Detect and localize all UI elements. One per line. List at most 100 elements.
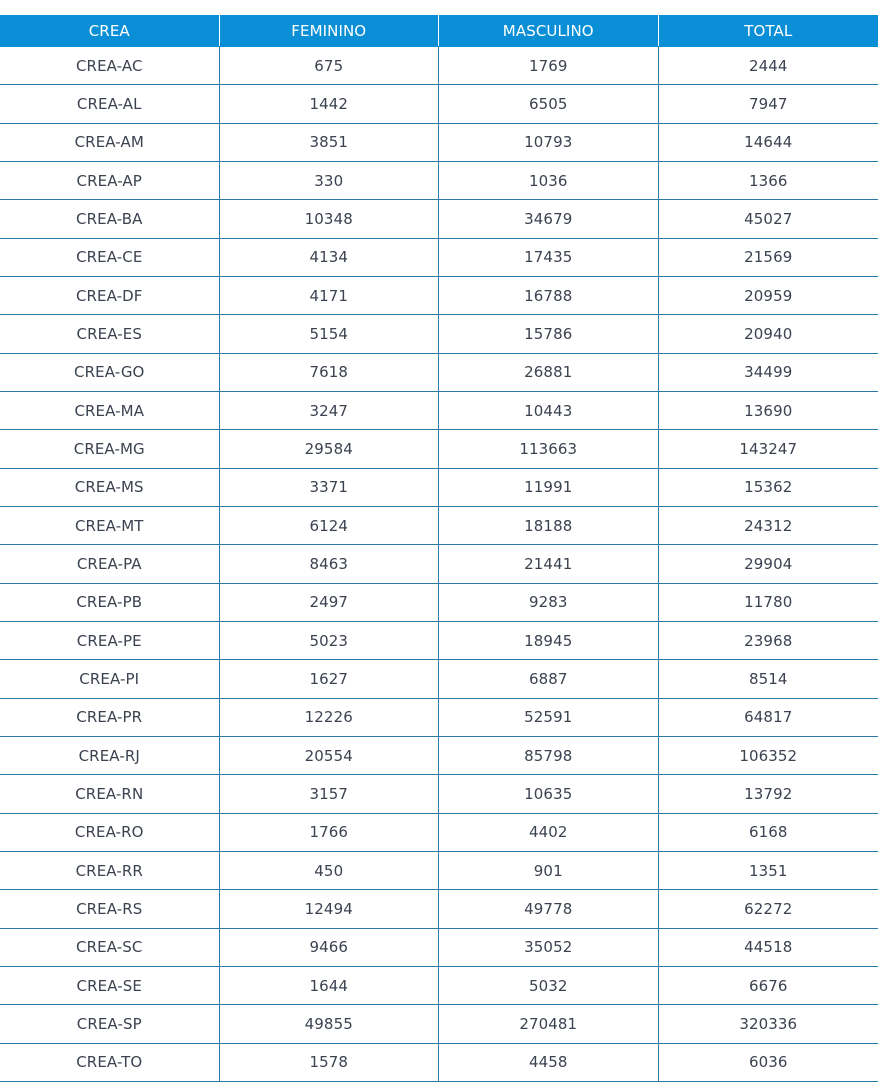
table-header-row: CREA FEMININO MASCULINO TOTAL [0,15,878,47]
cell-masculino: 1036 [439,161,659,200]
crea-table: CREA FEMININO MASCULINO TOTAL CREA-AC 675… [0,15,878,1082]
cell-masculino: 18188 [439,506,659,545]
cell-feminino: 450 [220,851,439,890]
cell-crea: CREA-MT [0,506,220,545]
cell-feminino: 12494 [220,890,439,928]
cell-total: 21569 [744,248,793,267]
cell-total: 24312 [744,516,793,535]
cell-crea: CREA-MA [0,391,220,430]
table-row: CREA-BA 10348 34679 45027 [0,200,878,239]
cell-feminino: 12226 [220,698,439,736]
cell-crea: CREA-ES [0,315,220,353]
table-row: CREA-ES 5154 15786 20940 [0,315,878,354]
cell-crea: CREA-BA [0,200,220,238]
cell-crea: CREA-PE [0,621,220,660]
cell-masculino: 9283 [439,583,659,621]
table-row: CREA-RO 1766 4402 6168 [0,813,878,852]
cell-total: 13792 [744,784,793,803]
cell-feminino: 1442 [220,85,439,123]
cell-total: 20940 [744,324,793,343]
cell-total: 8514 [748,669,788,688]
cell-crea: CREA-AL [0,85,220,123]
cell-feminino: 3157 [220,775,439,813]
cell-feminino: 2497 [220,583,439,621]
table-row: CREA-AP 330 1036 1366 [0,161,878,201]
cell-feminino: 5023 [220,621,439,660]
cell-masculino: 21441 [439,545,659,583]
cell-feminino: 6124 [220,506,439,545]
cell-feminino: 1627 [220,660,439,698]
cell-feminino: 1766 [220,813,439,851]
table-row: CREA-AL 1442 6505 7947 [0,85,878,124]
table-body: CREA-AC 675 1769 2444 CREA-AL 1442 6505 7947 CRE… [0,47,878,1082]
cell-total: 34499 [744,363,793,382]
cell-crea: CREA-SE [0,966,220,1005]
table-row: CREA-MG 29584 113663 143247 [0,430,878,469]
cell-feminino: 3851 [220,123,439,161]
cell-feminino: 20554 [220,736,439,775]
cell-total: 23968 [744,631,793,650]
cell-crea: CREA-RR [0,851,220,890]
cell-total: 11780 [744,593,793,612]
cell-crea: CREA-DF [0,276,220,315]
cell-total: 320336 [739,1014,798,1033]
cell-masculino: 85798 [439,736,659,775]
cell-crea: CREA-RN [0,775,220,813]
cell-feminino: 29584 [220,430,439,468]
cell-feminino: 10348 [220,200,439,238]
cell-total: 15362 [744,478,793,497]
cell-crea: CREA-RJ [0,736,220,775]
table-row: CREA-GO 7618 26881 34499 [0,353,878,392]
table-row: CREA-SP 49855 270481 320336 [0,1005,878,1044]
cell-feminino: 9466 [220,928,439,966]
cell-crea: CREA-AP [0,161,220,200]
table-row: CREA-AM 3851 10793 14644 [0,123,878,162]
cell-crea: CREA-TO [0,1043,220,1081]
cell-crea: CREA-PI [0,660,220,698]
cell-feminino: 1644 [220,966,439,1005]
table-row: CREA-PB 2497 9283 11780 [0,583,878,622]
cell-masculino: 17435 [439,238,659,276]
cell-masculino: 6887 [439,660,659,698]
header-cell-masculino: MASCULINO [439,15,659,46]
cell-total: 14644 [744,133,793,152]
cell-crea: CREA-PB [0,583,220,621]
table-row: CREA-RN 3157 10635 13792 [0,775,878,814]
table-row: CREA-DF 4171 16788 20959 [0,276,878,316]
header-cell-total: TOTAL [744,21,793,40]
cell-masculino: 52591 [439,698,659,736]
cell-feminino: 3371 [220,468,439,506]
cell-feminino: 49855 [220,1005,439,1043]
cell-masculino: 6505 [439,85,659,123]
table-row: CREA-SE 1644 5032 6676 [0,966,878,1006]
cell-total: 20959 [744,286,793,305]
cell-masculino: 10443 [439,391,659,430]
header-cell-feminino: FEMININO [220,15,439,46]
cell-total: 1366 [748,171,788,190]
table-row: CREA-SC 9466 35052 44518 [0,928,878,967]
cell-masculino: 10793 [439,123,659,161]
cell-total: 143247 [739,439,798,458]
cell-total: 2444 [748,56,788,75]
table-row: CREA-MS 3371 11991 15362 [0,468,878,507]
cell-masculino: 15786 [439,315,659,353]
table-row: CREA-RJ 20554 85798 106352 [0,736,878,776]
cell-crea: CREA-MG [0,430,220,468]
cell-crea: CREA-RO [0,813,220,851]
cell-masculino: 270481 [439,1005,659,1043]
cell-feminino: 1578 [220,1043,439,1081]
table-row: CREA-RS 12494 49778 62272 [0,890,878,929]
cell-masculino: 49778 [439,890,659,928]
cell-masculino: 901 [439,851,659,890]
table-row: CREA-CE 4134 17435 21569 [0,238,878,277]
cell-crea: CREA-SP [0,1005,220,1043]
cell-masculino: 113663 [439,430,659,468]
cell-masculino: 4402 [439,813,659,851]
cell-feminino: 4171 [220,276,439,315]
cell-crea: CREA-PA [0,545,220,583]
cell-total: 7947 [748,94,788,113]
cell-feminino: 675 [220,47,439,85]
cell-crea: CREA-SC [0,928,220,966]
cell-total: 44518 [744,938,793,957]
cell-masculino: 34679 [439,200,659,238]
